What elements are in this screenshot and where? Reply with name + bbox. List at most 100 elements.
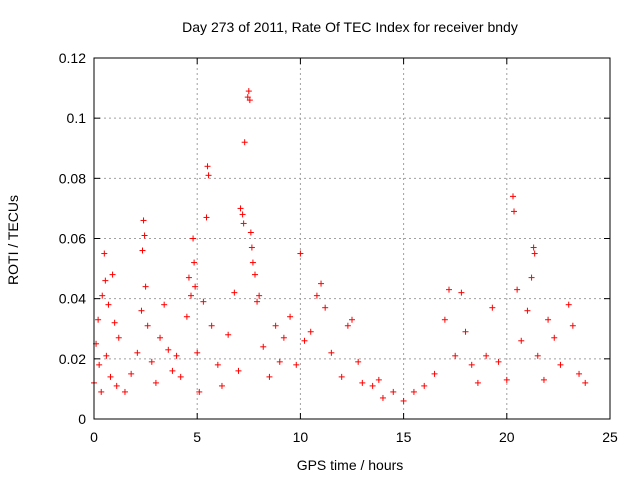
data-point xyxy=(287,313,294,320)
x-tick-label: 10 xyxy=(293,429,309,445)
data-point xyxy=(134,349,141,356)
data-point xyxy=(524,307,531,314)
data-point xyxy=(142,283,149,290)
data-point xyxy=(421,382,428,389)
data-point xyxy=(144,322,151,329)
data-point xyxy=(400,397,407,404)
data-point xyxy=(111,319,118,326)
data-point xyxy=(244,94,251,101)
data-point xyxy=(246,97,253,104)
data-point xyxy=(272,322,279,329)
data-point xyxy=(254,298,261,305)
data-point xyxy=(318,280,325,287)
x-tick-label: 25 xyxy=(602,429,618,445)
data-point xyxy=(169,367,176,374)
data-point xyxy=(103,352,110,359)
data-point xyxy=(196,388,203,395)
data-point xyxy=(540,376,547,383)
data-point xyxy=(218,382,225,389)
x-axis-label: GPS time / hours xyxy=(297,457,404,473)
x-tick-label: 20 xyxy=(499,429,515,445)
data-point xyxy=(194,349,201,356)
data-point xyxy=(200,298,207,305)
data-point xyxy=(534,352,541,359)
data-point xyxy=(113,382,120,389)
data-point xyxy=(576,370,583,377)
data-point xyxy=(322,304,329,311)
data-point xyxy=(511,208,518,215)
data-point xyxy=(101,250,108,257)
data-point xyxy=(565,301,572,308)
data-point xyxy=(95,316,102,323)
data-point xyxy=(165,346,172,353)
data-point xyxy=(518,337,525,344)
data-point xyxy=(514,286,521,293)
y-tick-label: 0.06 xyxy=(59,231,86,247)
data-point xyxy=(204,163,211,170)
plot-frame xyxy=(93,57,611,420)
data-point xyxy=(301,337,308,344)
data-point xyxy=(107,373,114,380)
data-point xyxy=(183,313,190,320)
data-point xyxy=(446,286,453,293)
data-point xyxy=(349,316,355,323)
data-point xyxy=(188,292,195,299)
data-point xyxy=(503,376,510,383)
grid-lines xyxy=(94,58,610,419)
data-point xyxy=(297,250,304,257)
data-point xyxy=(205,172,212,179)
data-point xyxy=(138,307,145,314)
data-point xyxy=(531,250,538,257)
data-point xyxy=(483,352,490,359)
data-point xyxy=(338,373,345,380)
data-point xyxy=(191,259,198,266)
data-point xyxy=(192,283,199,290)
data-point xyxy=(369,382,376,389)
data-point xyxy=(185,274,192,281)
data-point xyxy=(247,229,254,236)
data-point xyxy=(313,292,320,299)
data-point xyxy=(157,334,164,341)
data-point xyxy=(214,361,221,368)
data-point xyxy=(468,361,475,368)
data-point xyxy=(249,259,256,266)
y-tick-label: 0.08 xyxy=(59,170,86,186)
data-point xyxy=(208,322,215,329)
data-point xyxy=(260,343,267,350)
y-tick-labels: 0 0.02 0.04 0.06 0.08 0.1 0.12 xyxy=(59,50,86,427)
data-point xyxy=(241,139,248,146)
data-point xyxy=(109,271,116,278)
data-point xyxy=(237,205,244,212)
data-point xyxy=(235,367,242,374)
y-tick-label: 0.1 xyxy=(67,110,87,126)
data-point xyxy=(177,373,184,380)
y-tick-label: 0 xyxy=(78,411,86,427)
data-point xyxy=(105,301,112,308)
data-point xyxy=(528,274,535,281)
axis-ticks xyxy=(93,57,611,420)
data-point xyxy=(139,247,146,254)
data-point xyxy=(551,334,558,341)
data-point xyxy=(495,358,502,365)
data-point xyxy=(115,334,122,341)
data-points xyxy=(91,88,589,404)
data-point xyxy=(251,271,258,278)
data-point xyxy=(240,220,247,227)
y-tick-label: 0.04 xyxy=(59,291,86,307)
data-point xyxy=(355,358,362,365)
data-point xyxy=(530,244,537,251)
data-point xyxy=(99,292,106,299)
data-point xyxy=(280,334,287,341)
data-point xyxy=(557,361,564,368)
data-point xyxy=(344,322,351,329)
y-axis-label: ROTI / TECUs xyxy=(5,195,21,285)
data-point xyxy=(307,328,314,335)
data-point xyxy=(474,379,481,386)
data-point xyxy=(458,289,465,296)
data-point xyxy=(173,352,180,359)
data-point xyxy=(441,316,448,323)
data-point xyxy=(569,322,576,329)
x-tick-label: 0 xyxy=(90,429,98,445)
data-point xyxy=(161,301,168,308)
